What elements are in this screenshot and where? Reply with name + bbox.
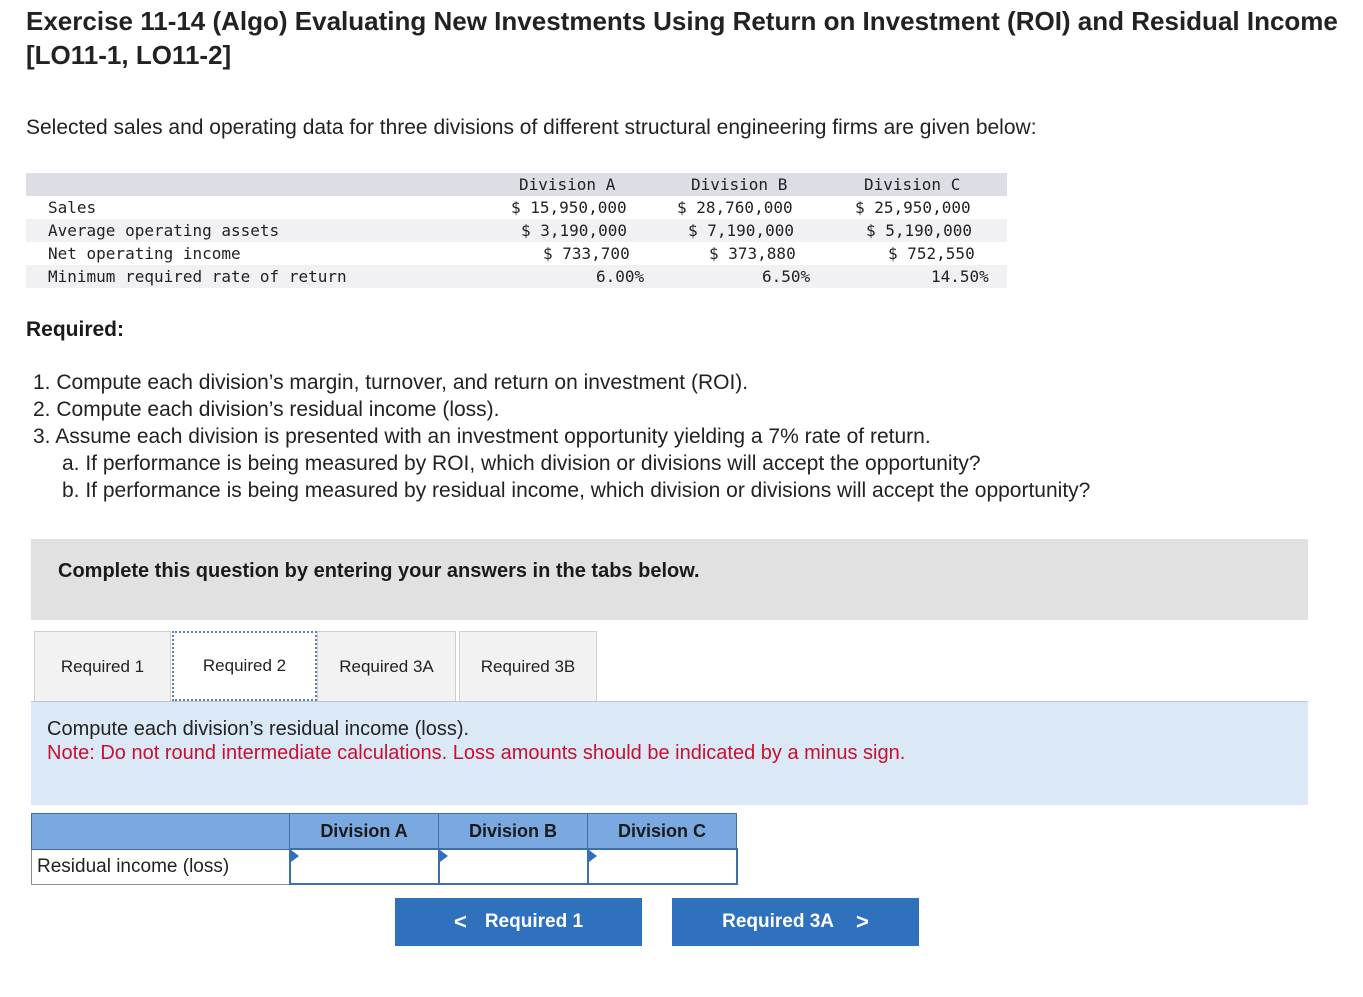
- exercise-title: Exercise 11-14 (Algo) Evaluating New Inv…: [26, 6, 1338, 70]
- data-table-row: Net operating income $ 733,700 $ 373,880…: [26, 242, 1007, 265]
- value-b: $ 28,760,000: [677, 198, 793, 217]
- value-c: $ 25,950,000: [855, 198, 971, 217]
- residual-income-c-cell: [586, 848, 738, 885]
- required-item: 1. Compute each division’s margin, turno…: [33, 371, 749, 394]
- input-flag-icon: [290, 850, 299, 862]
- answer-header-division-a: Division A: [289, 813, 439, 850]
- residual-income-b-input[interactable]: [439, 850, 587, 883]
- required-item: 3. Assume each division is presented wit…: [33, 425, 931, 448]
- required-subitem: b. If performance is being measured by r…: [62, 479, 1091, 502]
- input-flag-icon: [588, 850, 597, 862]
- panel-note: Note: Do not round intermediate calculat…: [47, 742, 906, 764]
- answer-header-row: Division A Division B Division C: [31, 813, 737, 850]
- answer-header-division-c: Division C: [587, 813, 737, 850]
- prev-button[interactable]: < Required 1: [395, 898, 642, 946]
- tab-required-3b[interactable]: Required 3B: [459, 631, 597, 701]
- answer-row: Residual income (loss): [31, 848, 738, 885]
- value-b: $ 373,880: [709, 244, 796, 263]
- header-division-a: Division A: [519, 175, 616, 194]
- answer-table: Division A Division B Division C Residua…: [31, 813, 738, 885]
- banner-text: Complete this question by entering your …: [58, 560, 700, 582]
- data-table-row: Sales $ 15,950,000 $ 28,760,000 $ 25,950…: [26, 196, 1007, 219]
- value-a: $ 3,190,000: [521, 221, 627, 240]
- tab-required-2[interactable]: Required 2: [172, 631, 317, 701]
- required-list: 1. Compute each division’s margin, turno…: [33, 369, 1090, 504]
- row-label: Minimum required rate of return: [48, 267, 347, 286]
- residual-income-c-input[interactable]: [588, 850, 736, 883]
- answer-header-blank: [31, 813, 290, 850]
- required-item: 2. Compute each division’s residual inco…: [33, 398, 500, 421]
- residual-income-a-input[interactable]: [290, 850, 438, 883]
- value-a: $ 733,700: [543, 244, 630, 263]
- value-a: 6.00%: [596, 267, 645, 286]
- question-panel: Compute each division’s residual income …: [31, 701, 1308, 805]
- residual-income-b-cell: [437, 848, 589, 885]
- next-button[interactable]: Required 3A >: [672, 898, 919, 946]
- value-c: 14.50%: [931, 267, 989, 286]
- intro-text: Selected sales and operating data for th…: [26, 116, 1037, 139]
- data-table-row: Average operating assets $ 3,190,000 $ 7…: [26, 219, 1007, 242]
- required-subitem: a. If performance is being measured by R…: [62, 452, 981, 475]
- tab-required-3a[interactable]: Required 3A: [317, 631, 456, 701]
- header-division-c: Division C: [864, 175, 961, 194]
- required-heading: Required:: [26, 318, 125, 341]
- data-table-header-row: Division A Division B Division C: [26, 173, 1007, 196]
- tab-required-1[interactable]: Required 1: [34, 631, 171, 701]
- row-label: Sales: [48, 198, 97, 217]
- chevron-right-icon: >: [856, 909, 869, 934]
- prev-button-label: Required 1: [484, 911, 584, 932]
- answer-header-division-b: Division B: [438, 813, 588, 850]
- value-b: 6.50%: [762, 267, 811, 286]
- instructions-banner: Complete this question by entering your …: [31, 539, 1308, 620]
- row-label: Net operating income: [48, 244, 241, 263]
- next-button-label: Required 3A: [722, 911, 835, 932]
- data-table-row: Minimum required rate of return 6.00% 6.…: [26, 265, 1007, 288]
- value-c: $ 5,190,000: [866, 221, 972, 240]
- answer-row-label: Residual income (loss): [31, 848, 290, 885]
- value-a: $ 15,950,000: [511, 198, 627, 217]
- value-b: $ 7,190,000: [688, 221, 794, 240]
- division-data-table: Division A Division B Division C Sales $…: [26, 173, 1007, 288]
- row-label: Average operating assets: [48, 221, 280, 240]
- value-c: $ 752,550: [888, 244, 975, 263]
- panel-instruction: Compute each division’s residual income …: [47, 718, 470, 740]
- input-flag-icon: [439, 850, 448, 862]
- chevron-left-icon: <: [453, 909, 467, 934]
- header-division-b: Division B: [691, 175, 788, 194]
- residual-income-a-cell: [288, 848, 440, 885]
